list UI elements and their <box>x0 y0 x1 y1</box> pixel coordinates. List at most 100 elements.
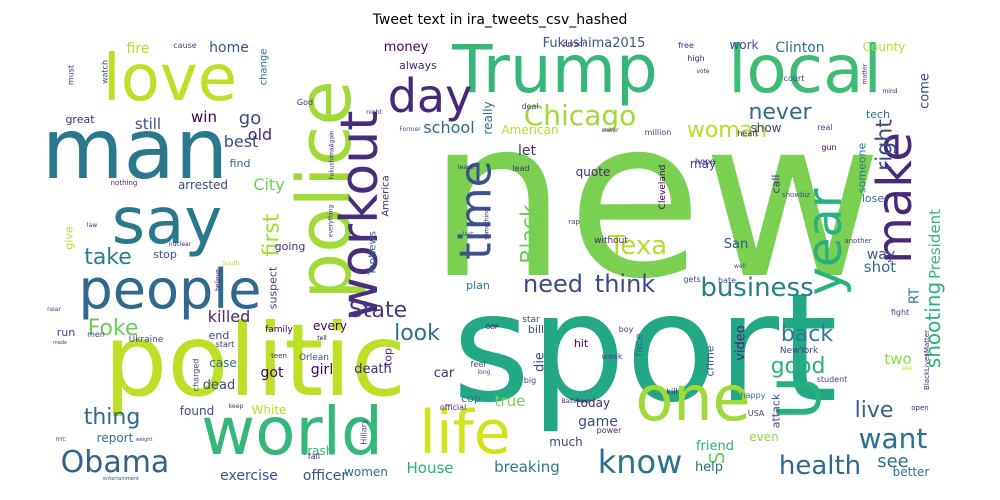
word-stop: stop <box>153 248 177 261</box>
word-nyc: NYC <box>56 437 67 443</box>
word-even: even <box>749 430 778 444</box>
word-good: good <box>771 354 826 379</box>
word-someone: someone <box>856 143 869 194</box>
word-u: U <box>765 376 835 420</box>
word-family: family <box>265 325 293 335</box>
word-politic: politic <box>104 302 406 419</box>
word-day: day <box>388 69 473 123</box>
word-person: person <box>563 40 587 48</box>
word-game: game <box>578 414 618 430</box>
word-gop: GOP <box>486 324 499 331</box>
word-black: Black <box>518 204 543 264</box>
word-teen: teen <box>271 352 287 360</box>
word-got: got <box>261 365 284 381</box>
word-see: see <box>877 451 909 472</box>
word-great: great <box>65 113 95 126</box>
word-obama: Obama <box>61 445 170 480</box>
word-work: work <box>729 38 758 52</box>
word-ukraine: Ukraine <box>129 335 164 345</box>
word-weight: weight <box>136 437 153 443</box>
word-change: change <box>259 49 270 86</box>
word-showbiz: showbiz <box>782 191 810 199</box>
word-real: real <box>817 123 832 132</box>
word-fall: fall <box>308 452 320 461</box>
word-local: local <box>728 31 882 108</box>
word-man: man <box>42 100 229 198</box>
word-time: time <box>451 160 502 259</box>
word-house: House <box>406 459 453 477</box>
word-true: true <box>495 392 526 410</box>
word-take: take <box>84 245 132 270</box>
word-school: school <box>423 118 474 137</box>
word-gets: gets <box>683 275 700 284</box>
word-back: back <box>781 322 834 347</box>
word-every: every <box>313 319 347 333</box>
word-believe: believe <box>215 269 222 291</box>
word-former: Former <box>399 126 421 133</box>
word-go: go <box>239 108 261 129</box>
word-top: top <box>382 348 395 366</box>
word-keep: keep <box>229 403 244 410</box>
word-two: two <box>884 350 911 368</box>
word-free: free <box>678 41 694 50</box>
word-know: know <box>598 443 683 481</box>
word-found: found <box>180 404 214 418</box>
word-another: another <box>844 237 871 245</box>
word-killed: killed <box>208 307 251 326</box>
chart-title: Tweet text in ira_tweets_csv_hashed <box>372 12 628 28</box>
word-star: star <box>522 315 540 325</box>
word-entertainment: entertainment <box>103 476 139 482</box>
word-breaking: breaking <box>494 458 560 476</box>
word-fukushimaagain: FukushimaAgain <box>329 130 336 179</box>
word-charged: charged <box>192 359 201 392</box>
word-american: American <box>501 123 558 137</box>
word-vote: vote <box>696 68 710 75</box>
word-friend: friend <box>696 439 734 454</box>
word-year: year <box>797 188 853 295</box>
word-much: much <box>549 435 583 449</box>
word-car: car <box>434 366 455 381</box>
word-find: find <box>230 157 251 170</box>
word-crime: crime <box>704 345 717 376</box>
word-high: high <box>687 54 704 63</box>
word-heart: heart <box>737 129 758 138</box>
word-best: best <box>224 132 259 151</box>
word-attack: attack <box>770 393 783 428</box>
word-want: want <box>859 422 928 455</box>
word-baltimore: Baltimore <box>561 398 590 405</box>
word-south: South <box>222 260 240 267</box>
word-watch: watch <box>101 60 110 84</box>
word-matter: matter <box>862 63 869 84</box>
word-show: show <box>750 121 781 135</box>
word-long: long <box>478 369 491 376</box>
word-face: face <box>633 333 646 357</box>
word-death: death <box>354 362 392 377</box>
word-health: health <box>779 451 861 481</box>
word-quote: quote <box>576 165 611 179</box>
word-case: case <box>209 356 237 370</box>
word-rt: RT <box>908 288 923 304</box>
word-sport: sport <box>452 262 838 436</box>
word-business: business <box>700 273 813 303</box>
word-topnews: TopNews <box>368 231 379 276</box>
word-last: last <box>463 231 474 238</box>
word-chicago: Chicago <box>524 99 637 132</box>
word-new: new <box>428 71 883 327</box>
word-law: law <box>87 222 97 229</box>
word-blacklivesmatter: BlackLivesMatter <box>923 330 931 390</box>
word-call: call <box>770 175 783 194</box>
word-never: never <box>748 100 812 125</box>
word-going: going <box>275 240 306 253</box>
word-first: first <box>260 213 285 256</box>
word-plan: plan <box>466 279 490 292</box>
word-america: America <box>381 175 392 216</box>
word-president: President <box>926 209 944 279</box>
word-old: old <box>248 125 272 144</box>
word-hope: hope <box>695 157 715 166</box>
word-city: City <box>253 175 284 194</box>
word-foke: Foke <box>88 316 139 341</box>
word-life: life <box>419 398 510 468</box>
word-today: today <box>576 396 610 410</box>
word-win: win <box>191 108 217 126</box>
word-leave: leave <box>458 164 475 171</box>
